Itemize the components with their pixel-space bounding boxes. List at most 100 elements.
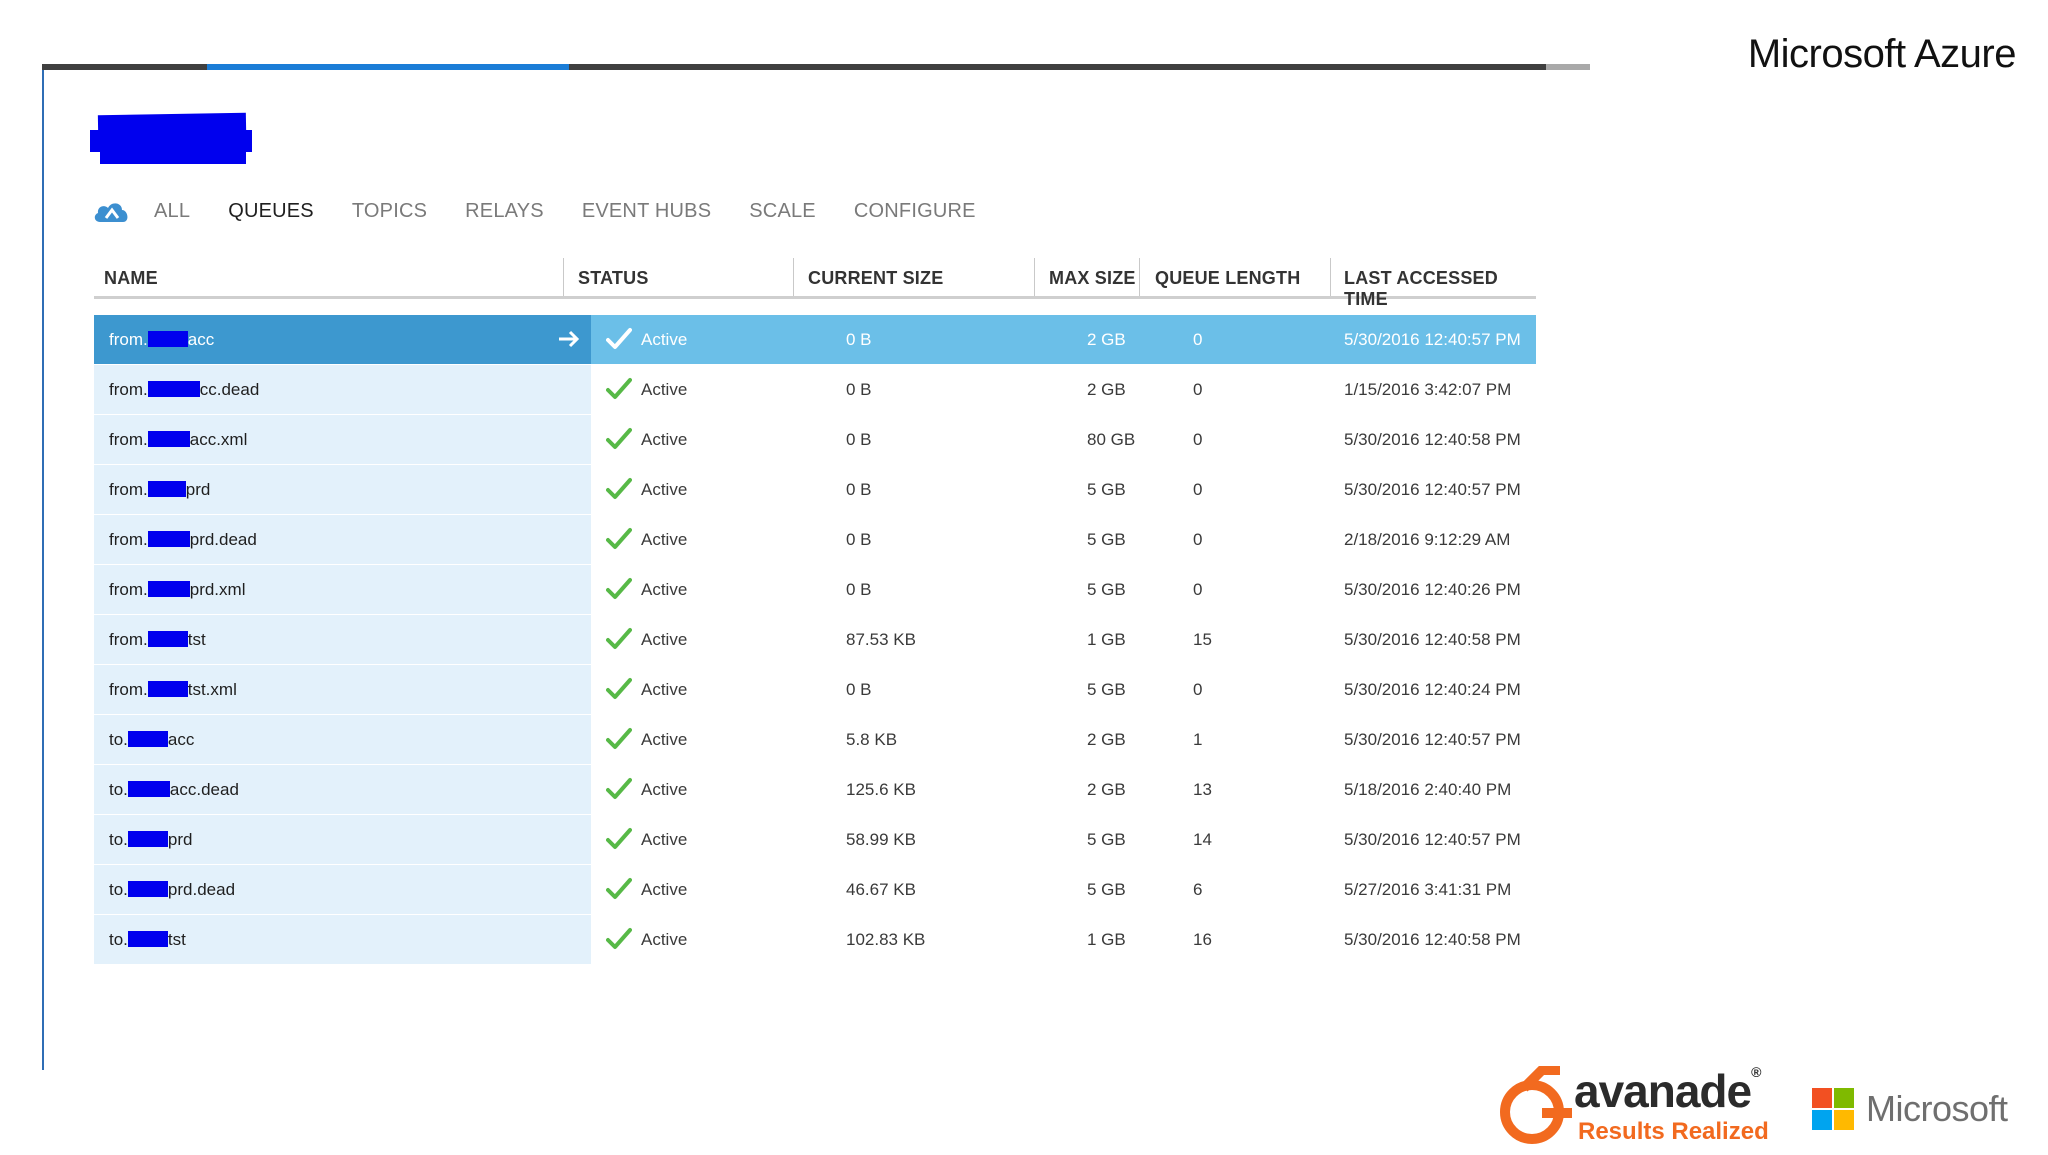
tab-configure[interactable]: CONFIGURE bbox=[853, 199, 976, 222]
queue-name[interactable]: to. tst bbox=[109, 930, 186, 950]
cloud-icon[interactable] bbox=[92, 198, 132, 224]
column-divider[interactable] bbox=[1034, 258, 1035, 296]
current-size: 5.8 KB bbox=[846, 730, 898, 749]
status-text: Active bbox=[641, 330, 688, 349]
column-header-name[interactable]: NAME bbox=[104, 268, 158, 288]
table-row[interactable]: to. acc Active 5.8 KB 2 GB 1 5/30/2016 12:40:5… bbox=[94, 715, 1536, 765]
table-row[interactable]: from. acc.xml Active 0 B 80 GB 0 5/30/2016 12:… bbox=[94, 415, 1536, 465]
check-icon bbox=[606, 528, 632, 549]
last-accessed-time: 5/18/2016 2:40:40 PM bbox=[1344, 780, 1512, 799]
table-row[interactable]: from. prd.dead Active 0 B 5 GB 0 2/18/2016 9:1… bbox=[94, 515, 1536, 565]
queue-name-suffix: cc.dead bbox=[199, 380, 260, 399]
column-header-max-size[interactable]: MAX SIZE bbox=[1049, 268, 1136, 288]
check-icon bbox=[606, 478, 632, 499]
queue-name[interactable]: to. acc bbox=[109, 730, 194, 750]
current-size: 0 B bbox=[846, 430, 872, 449]
last-accessed-time: 5/30/2016 12:40:58 PM bbox=[1344, 930, 1521, 949]
last-accessed-time: 5/30/2016 12:40:26 PM bbox=[1344, 580, 1521, 599]
queue-name[interactable]: from. prd bbox=[109, 480, 210, 500]
queue-name[interactable]: to. prd bbox=[109, 830, 192, 850]
row-background bbox=[591, 315, 1536, 364]
max-size: 2 GB bbox=[1087, 730, 1126, 749]
queue-name[interactable]: from. prd.xml bbox=[109, 580, 245, 600]
name-cell bbox=[94, 765, 591, 814]
avanade-mark-icon bbox=[1500, 1065, 1572, 1144]
column-divider[interactable] bbox=[1330, 258, 1331, 296]
tab-event-hubs[interactable]: EVENT HUBS bbox=[581, 199, 712, 222]
row-divider bbox=[94, 914, 591, 915]
tab-queues[interactable]: QUEUES bbox=[228, 199, 314, 222]
name-cell bbox=[94, 865, 591, 914]
table-row[interactable]: to. prd Active 58.99 KB 5 GB 14 5/30/2016 12:4… bbox=[94, 815, 1536, 865]
row-divider bbox=[94, 614, 591, 615]
tab-all[interactable]: ALL bbox=[154, 199, 191, 222]
table-row[interactable]: to. prd.dead Active 46.67 KB 5 GB 6 5/27/2016 … bbox=[94, 865, 1536, 915]
max-size: 2 GB bbox=[1087, 380, 1126, 399]
row-background bbox=[591, 565, 1536, 614]
queue-name-suffix: prd bbox=[167, 830, 193, 849]
column-divider[interactable] bbox=[793, 258, 794, 296]
status-text: Active bbox=[641, 780, 688, 799]
check-icon bbox=[606, 878, 632, 899]
row-background bbox=[591, 465, 1536, 514]
column-header-last-accessed-time[interactable]: LAST ACCESSED TIME bbox=[1344, 268, 1498, 309]
queue-name-suffix: acc bbox=[167, 730, 195, 749]
redacted-text bbox=[147, 581, 190, 597]
table-row[interactable]: from. acc Active 0 B 2 GB 0 5/30/2016 12:40:57… bbox=[94, 315, 1536, 365]
column-header-queue-length[interactable]: QUEUE LENGTH bbox=[1155, 268, 1301, 288]
table-row[interactable]: from. tst Active 87.53 KB 1 GB 15 5/30/2016 12… bbox=[94, 615, 1536, 665]
queue-name[interactable]: from. tst bbox=[109, 630, 206, 650]
column-divider[interactable] bbox=[1139, 258, 1140, 296]
row-divider bbox=[94, 464, 591, 465]
queue-name[interactable]: from. acc bbox=[109, 330, 214, 350]
tab-scale[interactable]: SCALE bbox=[749, 199, 816, 222]
table-row[interactable]: from. prd Active 0 B 5 GB 0 5/30/2016 12:40:57… bbox=[94, 465, 1536, 515]
check-icon bbox=[606, 678, 632, 699]
queue-name-prefix: from. bbox=[109, 580, 148, 599]
status-text: Active bbox=[641, 880, 688, 899]
status-text: Active bbox=[641, 930, 688, 949]
row-divider bbox=[94, 714, 591, 715]
max-size: 1 GB bbox=[1087, 930, 1126, 949]
current-size: 125.6 KB bbox=[846, 780, 916, 799]
microsoft-wordmark: Microsoft bbox=[1866, 1088, 2008, 1129]
arrow-right-icon[interactable] bbox=[556, 327, 582, 351]
status-text: Active bbox=[641, 680, 688, 699]
status-text: Active bbox=[641, 430, 688, 449]
current-size: 58.99 KB bbox=[846, 830, 916, 849]
queue-name-suffix: tst.xml bbox=[187, 680, 237, 699]
table-row[interactable]: from. cc.dead Active 0 B 2 GB 0 1/15/2016 3:42… bbox=[94, 365, 1536, 415]
redacted-text bbox=[147, 331, 188, 347]
queue-name-suffix: tst bbox=[167, 930, 186, 949]
queue-name[interactable]: from. prd.dead bbox=[109, 530, 257, 550]
queue-length: 1 bbox=[1193, 730, 1203, 749]
table-row[interactable]: from. prd.xml Active 0 B 5 GB 0 5/30/2016 12:4… bbox=[94, 565, 1536, 615]
queue-name[interactable]: from. cc.dead bbox=[109, 380, 259, 400]
queue-name-prefix: from. bbox=[109, 430, 148, 449]
redacted-text bbox=[147, 431, 190, 447]
column-header-current-size[interactable]: CURRENT SIZE bbox=[808, 268, 944, 288]
tab-relays[interactable]: RELAYS bbox=[465, 199, 544, 222]
row-divider bbox=[94, 414, 591, 415]
column-divider[interactable] bbox=[563, 258, 564, 296]
table-row[interactable]: to. acc.dead Active 125.6 KB 2 GB 13 5/18/2016… bbox=[94, 765, 1536, 815]
column-header-status[interactable]: STATUS bbox=[578, 268, 649, 288]
row-divider bbox=[94, 364, 591, 365]
max-size: 80 GB bbox=[1087, 430, 1136, 449]
row-background bbox=[591, 615, 1536, 664]
queue-name-suffix: prd.xml bbox=[189, 580, 246, 599]
table-header: NAME STATUS CURRENT SIZE MAX SIZE QUEUE … bbox=[94, 254, 1536, 309]
row-background bbox=[591, 815, 1536, 864]
table-row[interactable]: from. tst.xml Active 0 B 5 GB 0 5/30/2016 12:4… bbox=[94, 665, 1536, 715]
max-size: 5 GB bbox=[1087, 880, 1126, 899]
queue-name[interactable]: from. acc.xml bbox=[109, 430, 247, 450]
table-row[interactable]: to. tst Active 102.83 KB 1 GB 16 5/30/2016 12:… bbox=[94, 915, 1536, 965]
queue-name-prefix: to. bbox=[109, 880, 128, 899]
microsoft-azure-brand: Microsoft Azure bbox=[1747, 32, 2017, 76]
queue-name-suffix: acc bbox=[187, 330, 215, 349]
queue-name[interactable]: to. acc.dead bbox=[109, 780, 239, 800]
tab-topics[interactable]: TOPICS bbox=[351, 199, 428, 222]
row-background bbox=[591, 365, 1536, 414]
queue-name[interactable]: from. tst.xml bbox=[109, 680, 237, 700]
queue-name[interactable]: to. prd.dead bbox=[109, 880, 235, 900]
